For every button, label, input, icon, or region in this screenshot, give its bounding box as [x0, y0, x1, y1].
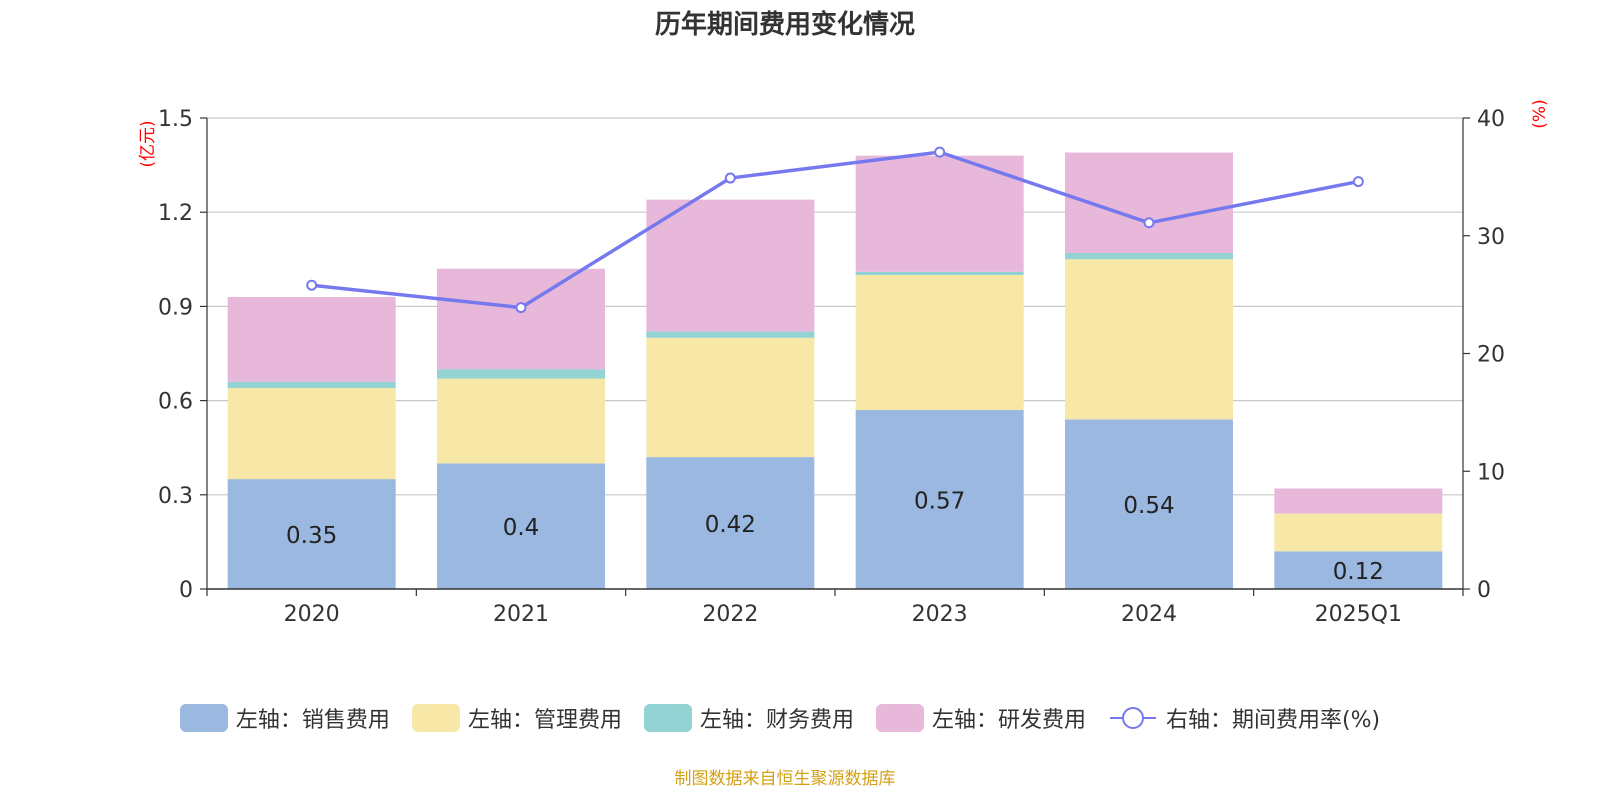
right-axis-tick-label: 10 [1477, 460, 1505, 485]
bar-segment-rnd [1274, 488, 1443, 514]
x-axis-tick-label: 2024 [1121, 602, 1177, 627]
rate-point [306, 279, 318, 291]
bar-segment-admin [646, 337, 815, 458]
legend-label: 左轴：销售费用 [235, 708, 390, 733]
left-axis-tick-label: 0.6 [158, 390, 193, 415]
bar-segment-sales [855, 410, 1024, 589]
rate-line-series [306, 146, 1364, 314]
legend-swatch [643, 704, 692, 732]
legend-label: 左轴：研发费用 [931, 708, 1086, 733]
chart-title: 历年期间费用变化情况 [654, 10, 915, 40]
legend-item-admin[interactable]: 左轴：管理费用 [411, 702, 622, 734]
bar-segment-admin [227, 388, 396, 480]
bar-value-label: 0.12 [1333, 559, 1384, 585]
left-axis-tick-label: 1.5 [158, 107, 193, 132]
bar-value-label: 0.42 [705, 512, 756, 538]
right-axis-tick-label: 0 [1477, 578, 1491, 603]
bar-value-label: 0.57 [914, 489, 965, 515]
chart-plot: 0.35 0.4 0.42 0.57 0.54 0.12 0 0.3 0.6 0.9 1.2 1.5… [138, 99, 1550, 627]
left-axis-tick-label: 0.9 [158, 295, 193, 320]
rate-point [1143, 217, 1155, 229]
legend-label: 右轴：期间费用率(%) [1165, 708, 1381, 733]
left-axis-tick-label: 1.2 [158, 201, 193, 226]
x-axis-tick-label: 2023 [912, 602, 968, 627]
left-axis-tick-label: 0.3 [158, 484, 193, 509]
legend-item-rnd[interactable]: 左轴：研发费用 [875, 702, 1086, 734]
bar-segment-sales [437, 463, 605, 589]
bar-value-label: 0.54 [1123, 493, 1174, 519]
bar-segment-rnd [227, 296, 396, 382]
bar-segment-finance [1065, 253, 1233, 260]
right-axis-unit: (%) [1530, 99, 1550, 128]
right-axis-tick-label: 20 [1477, 343, 1505, 368]
legend-label: 左轴：财务费用 [699, 708, 854, 733]
bar-segment-finance [437, 369, 605, 379]
left-axis-tick-label: 0 [179, 578, 193, 603]
bar-segment-rnd [437, 268, 605, 370]
bar-value-label: 0.4 [503, 515, 540, 541]
rate-point [934, 146, 946, 158]
right-axis-tick-label: 40 [1477, 107, 1505, 132]
right-axis-tick-label: 30 [1477, 225, 1505, 250]
x-axis-tick-label: 2022 [702, 602, 758, 627]
bar-segment-admin [437, 378, 605, 464]
bar-segment-finance [855, 271, 1024, 275]
bar-segment-sales [227, 479, 396, 589]
bar-segment-rnd [646, 199, 815, 332]
legend-swatch [875, 704, 924, 732]
bar-segment-sales [646, 457, 815, 589]
legend: 左轴：销售费用 左轴：管理费用 左轴：财务费用 左轴：研发费用 右轴：期间费用率(%) [0, 702, 1560, 734]
line-circle-icon [1109, 707, 1156, 729]
left-axis-unit: (亿元) [138, 120, 158, 167]
bar-segment-sales [1065, 419, 1233, 589]
bar-segment-admin [855, 275, 1024, 411]
rate-point [724, 172, 736, 184]
legend-item-sales[interactable]: 左轴：销售费用 [179, 702, 390, 734]
bar-segment-admin [1065, 259, 1233, 420]
bar-segment-rnd [855, 155, 1024, 272]
x-axis-tick-label: 2021 [493, 602, 549, 627]
x-axis-tick-label: 2020 [284, 602, 340, 627]
bar-value-label: 0.35 [286, 523, 337, 549]
bar-segment-sales [1274, 551, 1443, 589]
bar-segment-finance [227, 381, 396, 389]
grid-lines [207, 117, 1463, 496]
x-axis-tick-label: 2025Q1 [1315, 602, 1402, 627]
rate-line [311, 150, 1359, 310]
rate-point [1352, 176, 1364, 188]
bar-stacks [227, 152, 1443, 589]
legend-swatch [411, 704, 460, 732]
axes: 0 0.3 0.6 0.9 1.2 1.5 0 10 20 30 40 (亿元) (%) 2020 2021… [138, 99, 1550, 627]
bar-segment-admin [1274, 513, 1443, 552]
bar-value-labels: 0.35 0.4 0.42 0.57 0.54 0.12 [286, 489, 1384, 586]
legend-label: 左轴：管理费用 [467, 708, 622, 733]
legend-item-finance[interactable]: 左轴：财务费用 [643, 702, 854, 734]
bar-segment-finance [646, 331, 815, 338]
legend-item-rate_line[interactable]: 右轴：期间费用率(%) [1108, 702, 1380, 734]
source-note: 制图数据来自恒生聚源数据库 [674, 769, 896, 789]
legend-swatch [179, 704, 228, 732]
rate-point [515, 302, 527, 314]
